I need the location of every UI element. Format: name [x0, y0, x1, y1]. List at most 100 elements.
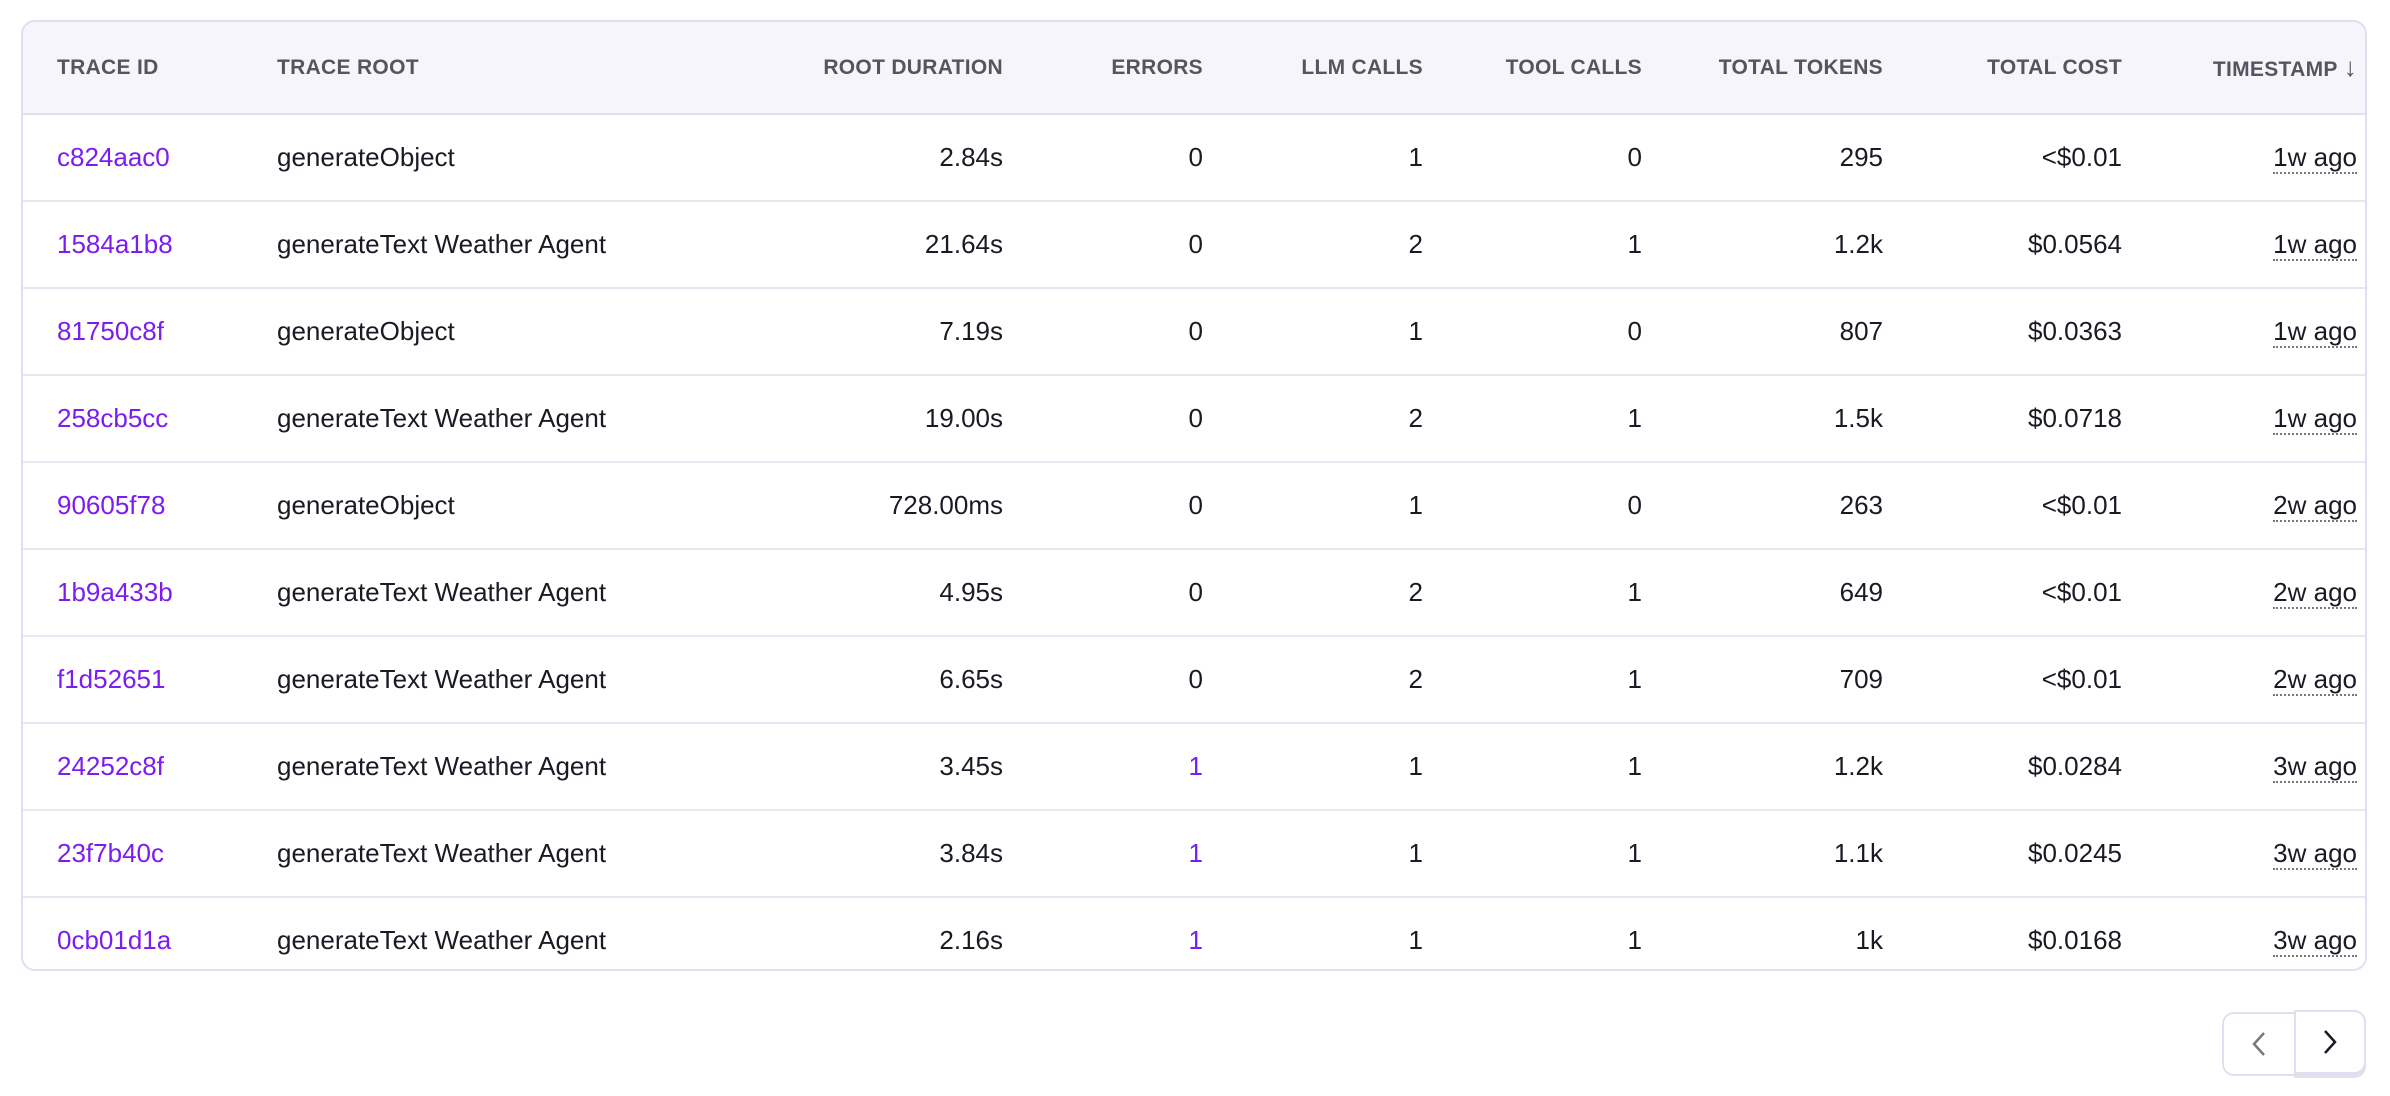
trace-root: generateText Weather Agent [277, 925, 607, 955]
llm-calls: 1 [1408, 142, 1423, 172]
total-tokens-cell: 1.1k [1642, 810, 1883, 898]
header-timestamp[interactable]: Timestamp ↓ [2122, 22, 2365, 115]
total-tokens-cell: 1k [1642, 897, 1883, 969]
next-page-button[interactable] [2294, 1010, 2366, 1074]
tool-calls-cell: 0 [1423, 288, 1642, 376]
tool-calls: 0 [1627, 142, 1642, 172]
errors-count-cell: 0 [1003, 201, 1203, 289]
table-row[interactable]: 23f7b40c generateText Weather Agent 3.84s 1… [23, 810, 2365, 898]
timestamp[interactable]: 2w ago [2273, 664, 2357, 696]
errors-count[interactable]: 1 [1188, 838, 1203, 868]
table-row[interactable]: 1b9a433b generateText Weather Agent 4.95s 0… [23, 549, 2365, 637]
llm-calls: 1 [1408, 316, 1423, 346]
trace-root: generateText Weather Agent [277, 403, 607, 433]
pagination [2222, 1010, 2366, 1076]
trace-id-link[interactable]: 258cb5cc [57, 403, 169, 433]
total-tokens: 1.2k [1833, 229, 1883, 259]
table-row[interactable]: 258cb5cc generateText Weather Agent 19.00s… [23, 375, 2365, 463]
header-llm-calls[interactable]: LLM Calls [1203, 22, 1423, 115]
timestamp[interactable]: 1w ago [2273, 142, 2357, 174]
total-tokens: 295 [1839, 142, 1883, 172]
trace-id-link[interactable]: 23f7b40c [57, 838, 164, 868]
total-cost: <$0.01 [2041, 490, 2122, 520]
trace-root-cell: generateObject [277, 114, 697, 202]
table-row[interactable]: 90605f78 generateObject 728.00ms 0 1 0 263 <$0.… [23, 462, 2365, 550]
trace-id-link[interactable]: 24252c8f [57, 751, 164, 781]
timestamp[interactable]: 2w ago [2273, 490, 2357, 522]
total-tokens: 1k [1855, 925, 1883, 955]
root-duration: 21.64s [924, 229, 1003, 259]
total-tokens-cell: 649 [1642, 549, 1883, 637]
llm-calls-cell: 2 [1203, 201, 1423, 289]
llm-calls: 1 [1408, 751, 1423, 781]
table-row[interactable]: 1584a1b8 generateText Weather Agent 21.64s… [23, 201, 2365, 289]
header-total-cost[interactable]: Total Cost [1883, 22, 2122, 115]
trace-id-link[interactable]: c824aac0 [57, 142, 170, 172]
tool-calls-cell: 1 [1423, 636, 1642, 724]
errors-count: 0 [1188, 577, 1203, 607]
timestamp[interactable]: 1w ago [2273, 316, 2357, 348]
total-cost-cell: $0.0363 [1883, 288, 2122, 376]
total-cost: $0.0284 [2028, 751, 2122, 781]
errors-count[interactable]: 1 [1188, 751, 1203, 781]
total-cost-cell: <$0.01 [1883, 549, 2122, 637]
timestamp-cell: 1w ago [2122, 375, 2365, 463]
header-trace-root[interactable]: Trace Root [277, 22, 697, 115]
total-tokens-cell: 295 [1642, 114, 1883, 202]
trace-id-link[interactable]: 1b9a433b [57, 577, 173, 607]
llm-calls-cell: 1 [1203, 810, 1423, 898]
trace-root-cell: generateText Weather Agent [277, 636, 697, 724]
trace-id-link-cell: 81750c8f [23, 288, 277, 376]
header-total-tokens[interactable]: Total Tokens [1642, 22, 1883, 115]
errors-count-cell: 1 [1003, 810, 1203, 898]
trace-root-cell: generateText Weather Agent [277, 897, 697, 969]
chevron-right-icon [2324, 1030, 2337, 1054]
errors-count[interactable]: 1 [1188, 925, 1203, 955]
header-trace-id[interactable]: Trace ID [23, 22, 277, 115]
total-tokens: 807 [1839, 316, 1883, 346]
trace-id-link[interactable]: 81750c8f [57, 316, 164, 346]
timestamp[interactable]: 2w ago [2273, 577, 2357, 609]
header-tool-calls[interactable]: Tool Calls [1423, 22, 1642, 115]
timestamp[interactable]: 1w ago [2273, 229, 2357, 261]
timestamp[interactable]: 3w ago [2273, 751, 2357, 783]
llm-calls-cell: 2 [1203, 375, 1423, 463]
total-cost-cell: $0.0168 [1883, 897, 2122, 969]
chevron-left-icon [2252, 1032, 2265, 1056]
table-row[interactable]: 24252c8f generateText Weather Agent 3.45s 1… [23, 723, 2365, 811]
traces-table-card: Trace ID Trace Root Root Duration Errors… [21, 20, 2367, 971]
tool-calls-cell: 0 [1423, 462, 1642, 550]
total-tokens-cell: 1.5k [1642, 375, 1883, 463]
tool-calls-cell: 1 [1423, 723, 1642, 811]
timestamp[interactable]: 3w ago [2273, 925, 2357, 957]
header-timestamp-label: Timestamp [2212, 58, 2338, 81]
trace-id-link-cell: c824aac0 [23, 114, 277, 202]
table-row[interactable]: c824aac0 generateObject 2.84s 0 1 0 295 <$0.01 1… [23, 114, 2365, 202]
root-duration: 6.65s [939, 664, 1003, 694]
trace-id-link[interactable]: 1584a1b8 [57, 229, 173, 259]
total-tokens-cell: 807 [1642, 288, 1883, 376]
root-duration-cell: 19.00s [697, 375, 1003, 463]
errors-count: 0 [1188, 664, 1203, 694]
table-row[interactable]: f1d52651 generateText Weather Agent 6.65s 0… [23, 636, 2365, 724]
total-tokens: 1.2k [1833, 751, 1883, 781]
timestamp[interactable]: 1w ago [2273, 403, 2357, 435]
trace-root-cell: generateText Weather Agent [277, 375, 697, 463]
trace-id-link[interactable]: 0cb01d1a [57, 925, 172, 955]
table-row[interactable]: 81750c8f generateObject 7.19s 0 1 0 807 $0.0363… [23, 288, 2365, 376]
trace-id-link-cell: 258cb5cc [23, 375, 277, 463]
header-root-duration[interactable]: Root Duration [697, 22, 1003, 115]
trace-root: generateObject [277, 316, 455, 346]
timestamp-cell: 2w ago [2122, 549, 2365, 637]
timestamp[interactable]: 3w ago [2273, 838, 2357, 870]
table-row[interactable]: 0cb01d1a generateText Weather Agent 2.16s 1… [23, 897, 2365, 969]
root-duration-cell: 3.45s [697, 723, 1003, 811]
header-errors[interactable]: Errors [1003, 22, 1203, 115]
trace-id-link[interactable]: 90605f78 [57, 490, 166, 520]
trace-id-link[interactable]: f1d52651 [57, 664, 166, 694]
previous-page-button[interactable] [2222, 1012, 2294, 1076]
trace-root-cell: generateText Weather Agent [277, 723, 697, 811]
total-cost: $0.0245 [2028, 838, 2122, 868]
errors-count-cell: 0 [1003, 462, 1203, 550]
total-cost: <$0.01 [2041, 577, 2122, 607]
